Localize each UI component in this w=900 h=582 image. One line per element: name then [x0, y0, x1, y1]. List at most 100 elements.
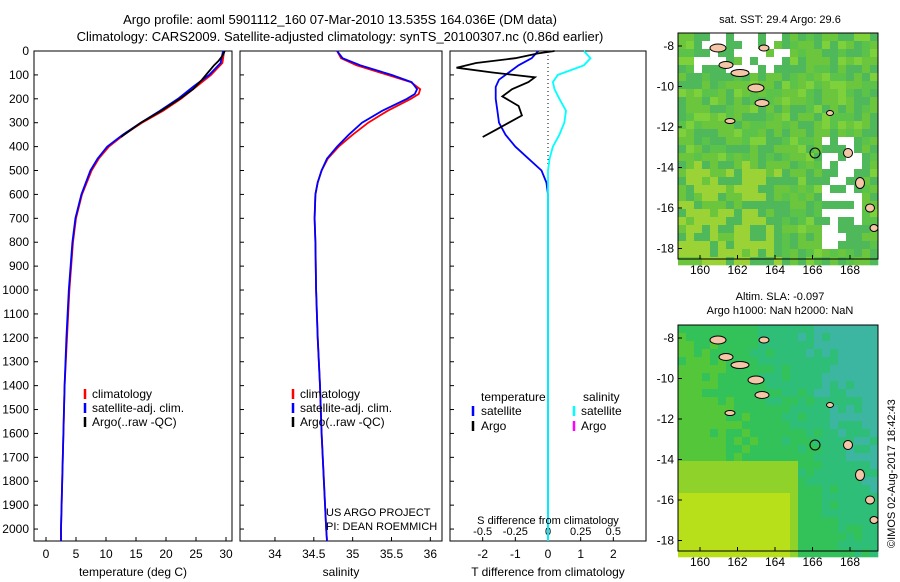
map-cell: [790, 97, 799, 106]
map-cell: [686, 217, 695, 226]
map-cell: [798, 145, 807, 154]
map-cell: [782, 81, 791, 90]
map-cell: [686, 445, 695, 454]
map-cell: [702, 57, 711, 66]
map-cell: [718, 57, 727, 66]
map-cell: [870, 349, 879, 358]
map-cell: [846, 461, 855, 470]
map-cell: [718, 325, 727, 334]
map-cell: [686, 129, 695, 138]
map-cell: [734, 365, 743, 374]
map-cell: [766, 249, 775, 258]
map-cell: [734, 257, 743, 266]
map-cell: [758, 421, 767, 430]
map-cell: [838, 405, 847, 414]
map-cell: [782, 193, 791, 202]
x-tick-label: 0: [545, 547, 552, 561]
map-cell: [846, 81, 855, 90]
map-cell: [798, 113, 807, 122]
map-cell: [870, 121, 879, 130]
map-cell: [830, 241, 839, 250]
island-shape: [758, 336, 770, 344]
map-cell: [734, 121, 743, 130]
map-cell: [694, 357, 703, 366]
map-cell: [854, 57, 863, 66]
map-cell: [726, 549, 735, 558]
map-cell: [750, 129, 759, 138]
map-cell: [854, 477, 863, 486]
map-cell: [678, 105, 687, 114]
map-cell: [742, 405, 751, 414]
map-cell: [846, 161, 855, 170]
map-cell: [766, 501, 775, 510]
island-shape: [730, 361, 750, 369]
map-y-tick-label: -10: [657, 372, 675, 386]
map-cell: [750, 41, 759, 50]
sst-map-title: sat. SST: 29.4 Argo: 29.6: [719, 14, 841, 26]
map-cell: [718, 113, 727, 122]
map-cell: [790, 89, 799, 98]
map-cell: [678, 517, 687, 526]
map-cell: [854, 349, 863, 358]
map-cell: [838, 73, 847, 82]
map-cell: [718, 137, 727, 146]
map-cell: [678, 233, 687, 242]
map-cell: [694, 509, 703, 518]
map-cell: [710, 413, 719, 422]
series-line-argo: [456, 50, 555, 138]
map-cell: [870, 169, 879, 178]
map-cell: [790, 81, 799, 90]
map-cell: [718, 129, 727, 138]
map-cell: [710, 485, 719, 494]
map-cell: [742, 249, 751, 258]
map-cell: [790, 161, 799, 170]
map-cell: [822, 405, 831, 414]
map-cell: [838, 241, 847, 250]
map-cell: [814, 73, 823, 82]
map-cell: [710, 501, 719, 510]
map-cell: [766, 193, 775, 202]
x-tick-label: 34: [268, 547, 282, 561]
map-cell: [862, 65, 871, 74]
map-cell: [694, 397, 703, 406]
map-cell: [846, 105, 855, 114]
map-cell: [750, 381, 759, 390]
map-cell: [774, 121, 783, 130]
map-cell: [822, 185, 831, 194]
map-cell: [870, 129, 879, 138]
map-cell: [846, 225, 855, 234]
map-y-tick-label: -12: [657, 412, 675, 426]
map-cell: [758, 517, 767, 526]
map-x-tick-label: 160: [690, 555, 710, 569]
map-cell: [742, 105, 751, 114]
map-cell: [854, 121, 863, 130]
map-cell: [830, 209, 839, 218]
map-cell: [758, 233, 767, 242]
top-axis-label: S difference from climatology: [477, 515, 619, 527]
map-cell: [870, 381, 879, 390]
map-cell: [814, 357, 823, 366]
map-cell: [710, 97, 719, 106]
map-cell: [790, 493, 799, 502]
map-cell: [782, 241, 791, 250]
map-cell: [806, 137, 815, 146]
map-cell: [726, 137, 735, 146]
map-cell: [702, 113, 711, 122]
map-cell: [862, 57, 871, 66]
map-cell: [870, 453, 879, 462]
map-cell: [742, 381, 751, 390]
map-cell: [694, 129, 703, 138]
map-cell: [838, 493, 847, 502]
map-cell: [838, 501, 847, 510]
map-cell: [710, 177, 719, 186]
map-cell: [782, 209, 791, 218]
map-cell: [830, 541, 839, 550]
map-cell: [854, 341, 863, 350]
map-cell: [742, 217, 751, 226]
island-shape: [855, 177, 865, 189]
map-cell: [694, 57, 703, 66]
map-cell: [846, 357, 855, 366]
map-cell: [718, 217, 727, 226]
map-cell: [862, 41, 871, 50]
map-cell: [862, 541, 871, 550]
